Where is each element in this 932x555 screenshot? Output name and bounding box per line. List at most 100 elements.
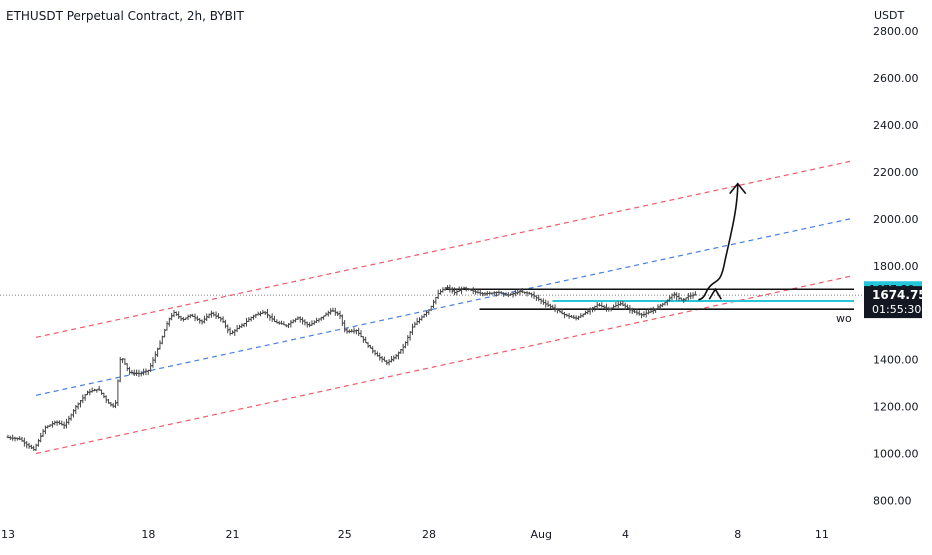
candle [382,356,386,362]
last-price-badge [864,286,922,319]
candle [672,291,676,299]
candle [221,316,225,324]
candle [668,295,672,302]
candle [244,317,248,327]
candle [670,293,674,301]
candle [385,359,389,366]
candle [74,405,78,415]
candle [209,310,213,318]
candle [366,342,370,348]
candle [83,394,87,401]
candle-layer [6,284,697,451]
candle [546,300,550,308]
candle [100,389,104,395]
annotation-wo: wo [836,312,852,325]
y-tick-label: 1400.00 [873,354,919,367]
candle [289,320,293,328]
candle [188,314,192,319]
candle [436,289,440,300]
time-axis[interactable]: 13 18 21 25 28 Aug 4 8 11 [1,528,829,541]
candle [102,392,106,399]
candle [343,320,347,333]
candle [67,415,71,425]
candle [64,418,68,429]
candle [233,329,237,336]
candle [85,390,89,396]
x-tick-label: 28 [422,528,436,541]
candle [396,351,400,360]
candle [22,437,26,447]
candle [228,327,232,336]
candle [193,313,197,322]
candle [256,311,260,316]
candle [401,343,405,354]
candle [574,315,578,321]
candle [434,296,438,305]
candle [457,286,461,292]
candle [95,389,99,393]
candle [693,291,697,296]
candle [219,316,223,322]
candle [104,395,108,403]
candle [128,366,132,375]
breakout-arrowhead [708,287,722,300]
candle [118,356,122,383]
candle [240,323,244,329]
candle [322,315,326,320]
x-tick-label: 25 [338,528,352,541]
candle [359,330,363,338]
candle [336,311,340,316]
candle [13,436,17,442]
candle [432,299,436,308]
candle [268,314,272,321]
x-tick-label: 13 [1,528,15,541]
y-tick-label: 1000.00 [873,447,919,460]
candle [177,311,181,319]
candle [170,313,174,321]
candle [333,307,337,316]
candle [273,315,277,323]
candle [41,429,45,437]
x-tick-label: 18 [141,528,155,541]
price-axis[interactable]: USDT 800.001000.001200.001400.001600.001… [873,9,919,507]
candle [340,314,344,327]
y-tick-label: 2400.00 [873,119,919,132]
candle [502,292,506,297]
last-price-label: 1674.75 [872,288,927,302]
candle [677,292,681,301]
candle [628,304,632,314]
candle [114,400,118,409]
candle [338,310,342,320]
channel-layer [35,160,851,455]
candle [361,336,365,343]
candle [345,328,349,334]
candle [478,289,482,296]
candle [214,311,218,319]
candle [226,324,230,334]
candle [640,312,644,319]
x-tick-label: 4 [622,528,629,541]
level-layer [0,288,862,310]
candle [212,311,216,317]
currency-label: USDT [874,9,905,22]
x-tick-label: 8 [734,528,741,541]
candle [378,352,382,361]
candle [616,301,620,308]
candle [410,323,414,336]
candle [399,348,403,354]
candle [116,379,120,406]
candle [548,303,552,309]
candle [205,313,209,322]
candle [364,336,368,344]
candle [371,346,375,354]
channel-lower-line [35,275,851,455]
channel-middle-line [35,218,851,396]
candle [626,304,630,309]
y-tick-label: 2600.00 [873,72,919,85]
candle [373,349,377,356]
annotation-layer: wo [698,182,852,325]
channel-upper-line [35,160,851,338]
